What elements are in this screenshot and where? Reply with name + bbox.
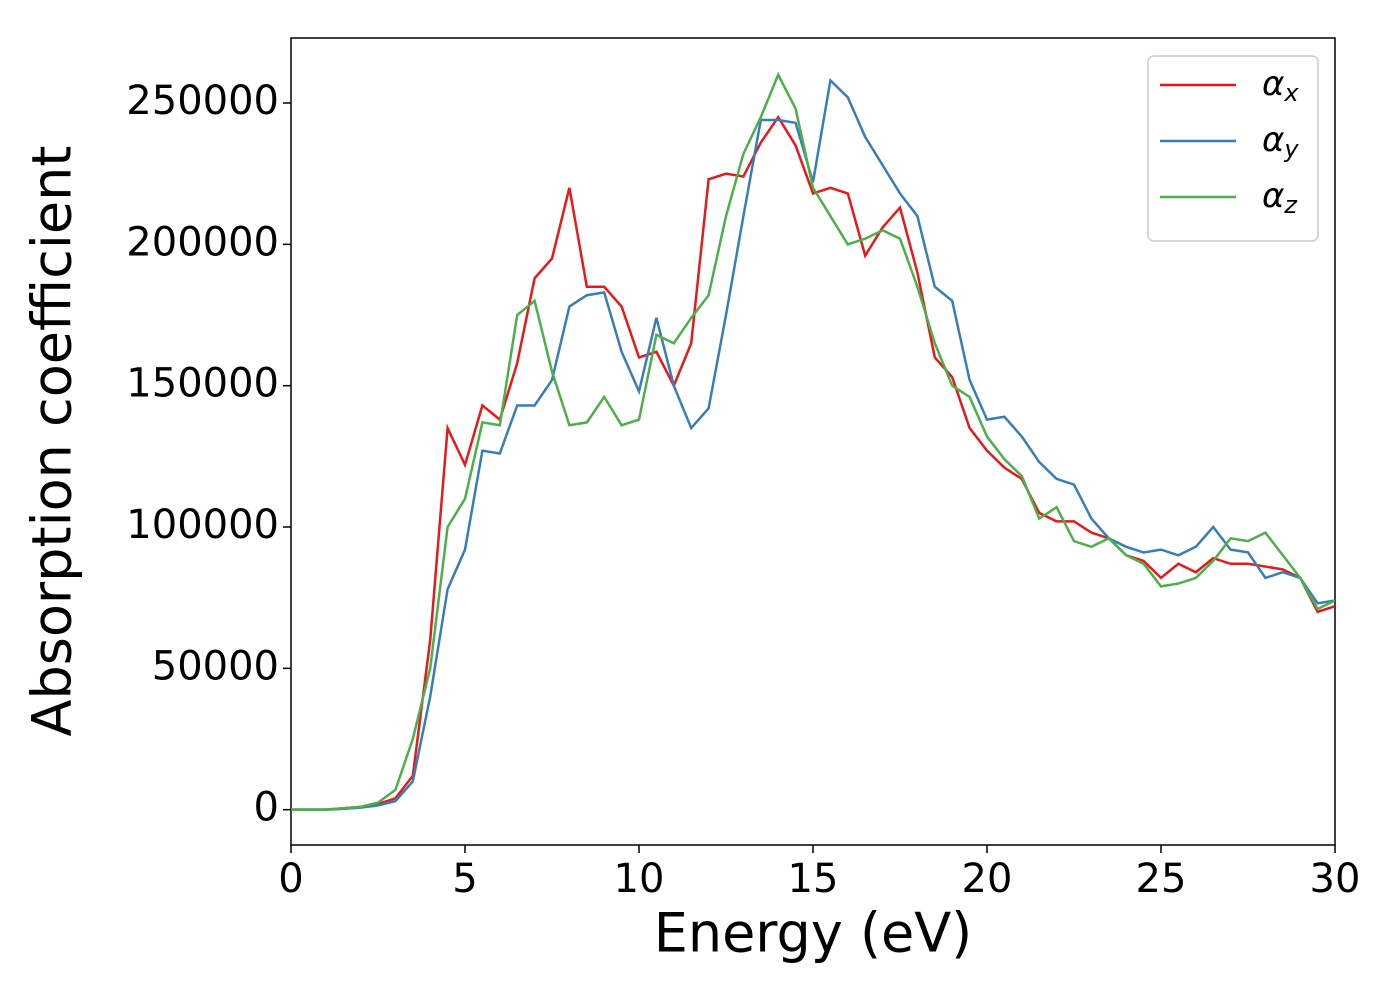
y-tick-label: 100000 <box>126 502 279 548</box>
y-tick-label: 150000 <box>126 361 279 407</box>
x-tick-label: 10 <box>614 856 665 902</box>
x-tick-label: 25 <box>1136 856 1187 902</box>
x-tick-label: 5 <box>452 856 477 902</box>
x-tick-label: 0 <box>278 856 303 902</box>
y-tick-label: 200000 <box>126 219 279 265</box>
y-axis-label: Absorption coefficient <box>21 146 84 737</box>
x-tick-label: 15 <box>788 856 839 902</box>
legend-label: αz <box>1262 176 1298 220</box>
x-tick-label: 20 <box>962 856 1013 902</box>
legend-box <box>1147 55 1319 242</box>
y-tick-label: 50000 <box>152 643 279 689</box>
y-tick-label: 250000 <box>126 78 279 124</box>
legend-label: αy <box>1262 120 1299 164</box>
x-tick-label: 30 <box>1310 856 1361 902</box>
y-tick-label: 0 <box>254 785 279 831</box>
data-line <box>291 71 1335 811</box>
x-axis-label: Energy (eV) <box>654 902 973 965</box>
legend-label: αx <box>1262 64 1299 108</box>
data-line <box>291 114 1335 811</box>
